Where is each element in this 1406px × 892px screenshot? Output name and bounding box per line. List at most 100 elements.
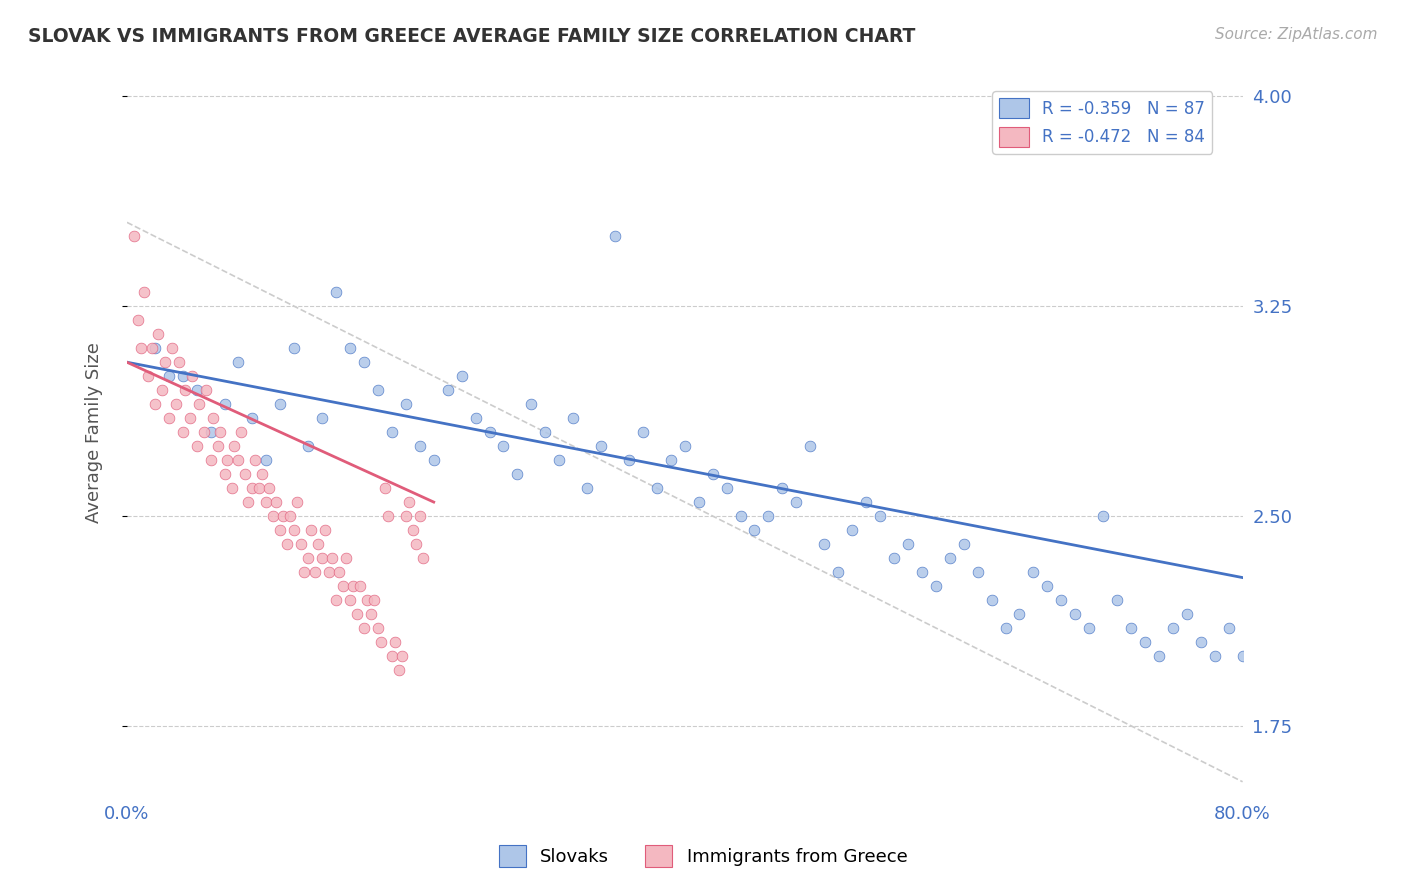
Point [398, 495, 420, 509]
Point [342, 579, 364, 593]
Point [339, 341, 361, 355]
Point [1260, 648, 1282, 663]
Point [157, 369, 180, 384]
Point [617, 453, 640, 467]
Text: Source: ZipAtlas.com: Source: ZipAtlas.com [1215, 27, 1378, 42]
Point [367, 383, 389, 397]
Point [150, 383, 173, 397]
Point [122, 229, 145, 244]
Point [325, 593, 347, 607]
Point [179, 411, 201, 425]
Point [141, 341, 163, 355]
Point [409, 509, 432, 524]
Point [245, 453, 267, 467]
Point [377, 509, 399, 524]
Point [1078, 621, 1101, 635]
Point [422, 453, 444, 467]
Point [384, 635, 406, 649]
Point [952, 537, 974, 551]
Point [318, 565, 340, 579]
Point [520, 397, 543, 411]
Point [688, 495, 710, 509]
Point [346, 607, 368, 621]
Point [299, 523, 322, 537]
Point [1092, 509, 1115, 524]
Point [994, 621, 1017, 635]
Point [506, 467, 529, 481]
Point [869, 509, 891, 524]
Point [242, 411, 264, 425]
Point [238, 495, 260, 509]
Point [136, 369, 159, 384]
Point [1315, 648, 1337, 663]
Point [339, 593, 361, 607]
Point [314, 523, 336, 537]
Point [328, 565, 350, 579]
Point [235, 467, 257, 481]
Point [271, 509, 294, 524]
Point [172, 425, 194, 439]
Point [799, 439, 821, 453]
Point [335, 551, 357, 566]
Point [897, 537, 920, 551]
Point [349, 579, 371, 593]
Point [1022, 565, 1045, 579]
Point [165, 397, 187, 411]
Point [436, 383, 458, 397]
Point [367, 621, 389, 635]
Point [283, 523, 305, 537]
Point [603, 229, 626, 244]
Point [402, 523, 425, 537]
Point [181, 369, 204, 384]
Point [1232, 648, 1254, 663]
Point [200, 453, 222, 467]
Point [297, 551, 319, 566]
Point [195, 383, 218, 397]
Point [1246, 663, 1268, 677]
Point [911, 565, 934, 579]
Point [716, 481, 738, 495]
Point [285, 495, 308, 509]
Point [730, 509, 752, 524]
Point [548, 453, 571, 467]
Point [855, 495, 877, 509]
Point [702, 467, 724, 481]
Point [980, 593, 1002, 607]
Point [311, 411, 333, 425]
Point [631, 425, 654, 439]
Point [388, 663, 411, 677]
Point [307, 537, 329, 551]
Point [257, 481, 280, 495]
Point [813, 537, 835, 551]
Point [391, 648, 413, 663]
Point [827, 565, 849, 579]
Point [214, 467, 236, 481]
Point [228, 355, 250, 369]
Legend: Slovaks, Immigrants from Greece: Slovaks, Immigrants from Greece [491, 838, 915, 874]
Point [325, 285, 347, 300]
Point [1301, 663, 1323, 677]
Point [966, 565, 988, 579]
Point [370, 635, 392, 649]
Point [478, 425, 501, 439]
Point [758, 509, 780, 524]
Point [659, 453, 682, 467]
Point [645, 481, 668, 495]
Point [264, 495, 287, 509]
Point [409, 439, 432, 453]
Point [360, 607, 382, 621]
Point [534, 425, 557, 439]
Point [254, 495, 277, 509]
Point [311, 551, 333, 566]
Point [278, 509, 301, 524]
Point [673, 439, 696, 453]
Point [381, 648, 404, 663]
Point [254, 453, 277, 467]
Point [770, 481, 793, 495]
Point [153, 355, 176, 369]
Point [1050, 593, 1073, 607]
Point [143, 341, 166, 355]
Point [276, 537, 298, 551]
Point [1161, 621, 1184, 635]
Point [841, 523, 863, 537]
